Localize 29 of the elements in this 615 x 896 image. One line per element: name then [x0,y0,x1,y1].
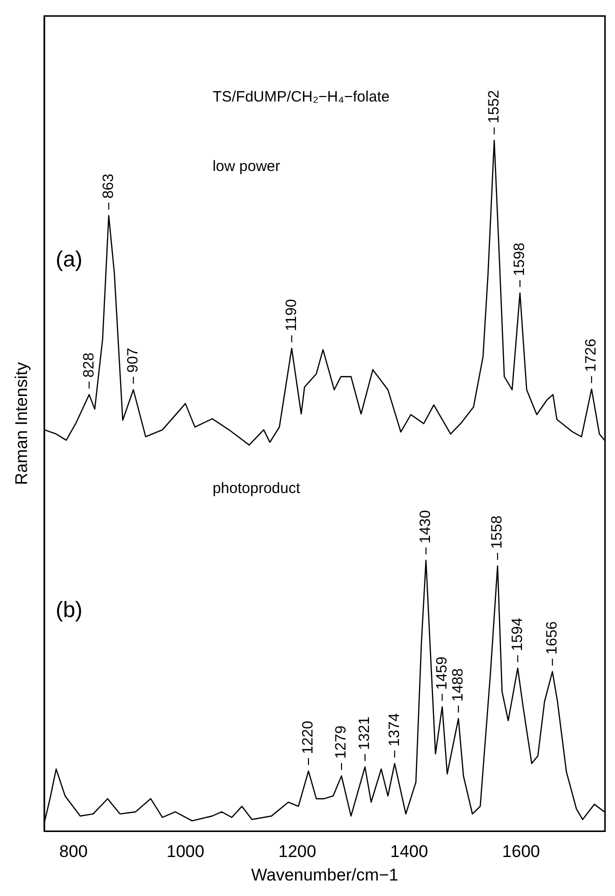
annotation: 863 [100,174,117,199]
annotation: photoproduct [212,480,301,497]
annotation: 1374 [386,713,403,746]
annotation: low power [212,158,280,175]
y-axis-title: Raman Intensity [12,362,31,486]
x-tick-label: 1200 [278,842,316,862]
x-tick-label: 800 [59,842,88,862]
annotation: 1459 [433,656,450,690]
text: TS/FdUMP/CH₂−H₄−folate [212,88,390,106]
annotation: 1552 [485,90,502,124]
annotation: (a) [56,246,83,272]
annotation: 1279 [332,726,350,759]
x-tick-label: 1400 [390,842,428,862]
annotation: 1430 [417,510,434,544]
x-axis-title: Wavenumber/cm−1 [251,865,398,884]
annotation: 1488 [450,668,467,702]
annotation: (b) [56,597,83,622]
annotation: 1726 [582,338,600,372]
annotation: 1220 [300,720,317,754]
annotation: 828 [80,352,98,378]
x-tick-label: 1000 [166,842,204,862]
annotation: 1656 [544,621,561,655]
annotation: 907 [124,348,142,373]
annotation: 1190 [282,299,300,332]
annotation: 1558 [488,516,506,549]
annotation: 1598 [511,242,528,276]
annotation: 1321 [356,716,374,750]
x-tick-label: 1600 [502,842,540,862]
annotation: 1594 [508,618,526,652]
